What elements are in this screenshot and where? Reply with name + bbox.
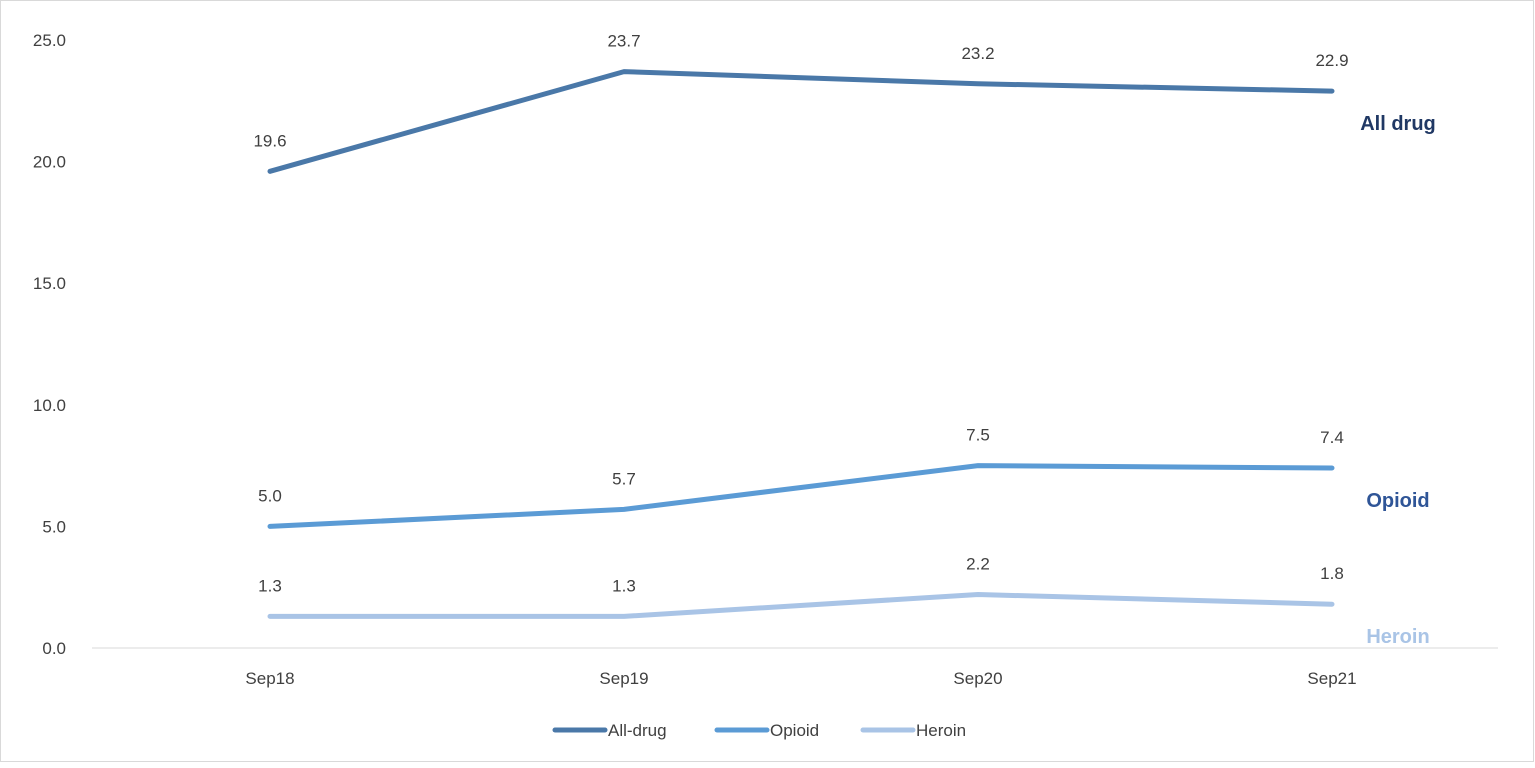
data-label: 1.3	[258, 576, 282, 595]
data-label: 2.2	[966, 554, 990, 573]
data-label: 19.6	[253, 131, 286, 150]
y-tick-label: 10.0	[33, 396, 66, 415]
legend-label: Opioid	[770, 721, 819, 740]
data-labels: 19.6 23.7 23.2 22.9 5.0 5.7 7.5 7.4 1.3 1.3 2.2 1.8	[253, 32, 1348, 596]
x-tick-label: Sep20	[953, 669, 1002, 688]
data-label: 1.3	[612, 576, 636, 595]
y-tick-label: 0.0	[42, 639, 66, 658]
series-line-opioid	[267, 463, 1335, 529]
data-label: 1.8	[1320, 564, 1344, 583]
data-label: 5.0	[258, 486, 282, 505]
legend-label: Heroin	[916, 721, 966, 740]
series-end-labels: All drug Opioid Heroin	[1360, 113, 1436, 648]
series-end-label: Heroin	[1366, 626, 1429, 648]
data-label: 22.9	[1315, 51, 1348, 70]
series-lines	[267, 69, 1335, 619]
legend-label: All-drug	[608, 721, 667, 740]
series-end-label: Opioid	[1366, 490, 1429, 512]
data-label: 5.7	[612, 469, 636, 488]
data-label: 23.2	[961, 44, 994, 63]
series-end-label: All drug	[1360, 113, 1436, 135]
data-label: 7.5	[966, 426, 990, 445]
data-label: 7.4	[1320, 428, 1344, 447]
y-tick-label: 5.0	[42, 517, 66, 536]
x-tick-label: Sep21	[1307, 669, 1356, 688]
x-tick-label: Sep19	[599, 669, 648, 688]
y-tick-label: 20.0	[33, 153, 66, 172]
y-tick-label: 25.0	[33, 31, 66, 50]
x-axis-ticks: Sep18 Sep19 Sep20 Sep21	[245, 669, 1356, 688]
series-line-heroin	[267, 591, 1335, 619]
series-line-all-drug	[267, 69, 1335, 174]
y-tick-label: 15.0	[33, 274, 66, 293]
x-tick-label: Sep18	[245, 669, 294, 688]
y-axis-ticks: 0.0 5.0 10.0 15.0 20.0 25.0	[33, 31, 66, 658]
legend: All-drug Opioid Heroin	[552, 721, 966, 740]
data-label: 23.7	[607, 32, 640, 51]
